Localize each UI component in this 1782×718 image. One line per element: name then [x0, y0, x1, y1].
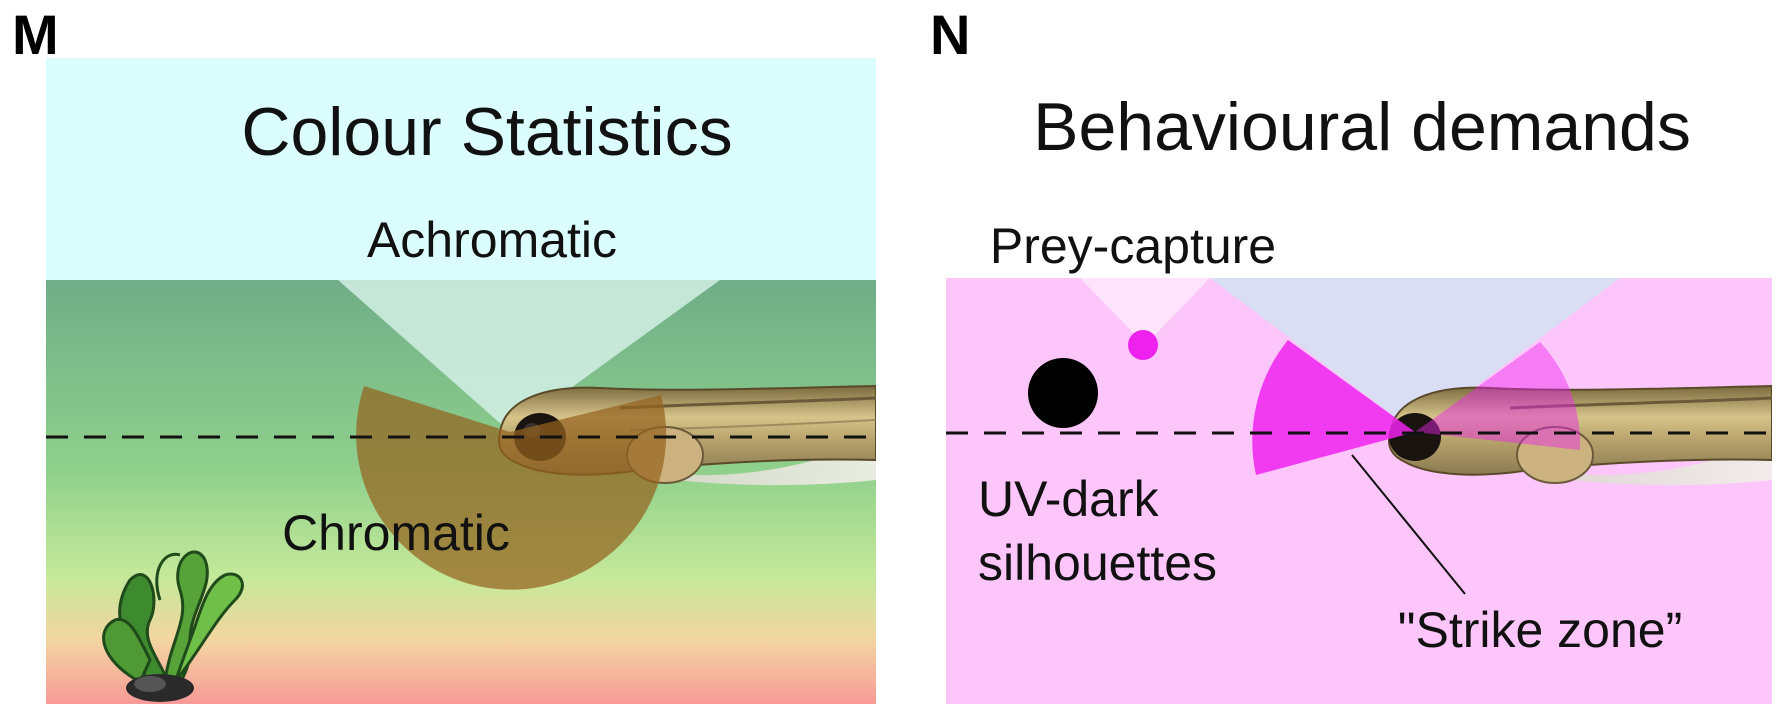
achromatic-cone: [338, 280, 720, 432]
uv-dark-label-line1: UV-dark: [978, 471, 1160, 527]
sky-area: [46, 58, 876, 280]
strike-zone-label: "Strike zone”: [1398, 602, 1683, 658]
panel-m-letter: M: [12, 3, 59, 66]
panel-n-letter: N: [930, 3, 970, 66]
uv-dark-silhouette: [1028, 358, 1098, 428]
strike-zone-pointer: [1351, 454, 1466, 595]
prey-dot: [1128, 330, 1158, 360]
chromatic-label: Chromatic: [282, 505, 510, 561]
panel-n: N Behavioural demands Prey-capture: [930, 3, 1772, 704]
prey-capture-zone: [1080, 278, 1210, 345]
upper-strike-sector: [1415, 342, 1581, 450]
aquatic-plant-icon: [102, 550, 244, 702]
upper-view-cone: [1210, 278, 1620, 432]
achromatic-label: Achromatic: [367, 212, 617, 268]
larval-fish-n: [1387, 384, 1772, 486]
panel-m-title: Colour Statistics: [241, 94, 732, 170]
panel-m: M: [12, 3, 876, 704]
uv-dark-label-line2: silhouettes: [978, 535, 1217, 591]
strike-zone-sector: [1252, 340, 1415, 475]
prey-capture-label: Prey-capture: [990, 218, 1276, 274]
panel-n-title: Behavioural demands: [1033, 89, 1691, 165]
